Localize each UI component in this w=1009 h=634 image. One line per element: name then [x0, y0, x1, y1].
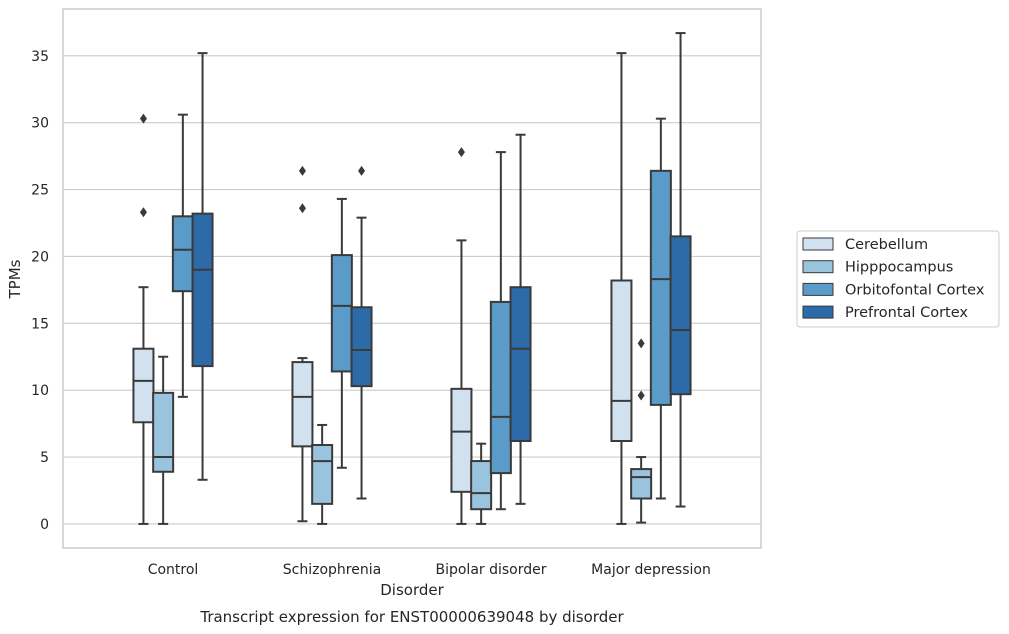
box-cerebellum [132, 113, 155, 525]
box-body [291, 361, 314, 448]
box-body [509, 286, 532, 443]
outlier-point [298, 165, 306, 176]
y-tick-label: 5 [40, 450, 49, 466]
box-body [171, 215, 194, 293]
box-orbitofontal-cortex [489, 151, 512, 511]
legend-swatch [802, 260, 834, 274]
box-prefrontal-cortex [350, 165, 373, 500]
outlier-point [139, 113, 147, 124]
box-plot-area [132, 32, 692, 525]
box-body [191, 212, 214, 368]
legend-label: Prefrontal Cortex [845, 305, 968, 321]
y-tick-label: 35 [31, 49, 49, 65]
outlier-point [637, 390, 645, 401]
outlier-point [637, 338, 645, 349]
legend: Cerebellum Hipppocampus Orbitofontal Corte… [796, 230, 1000, 328]
x-axis-label: Disorder [380, 581, 444, 599]
y-tick-label: 0 [40, 517, 49, 533]
y-axis-ticks: 0 5 10 15 20 25 30 35 [31, 49, 49, 533]
legend-frame [796, 230, 1000, 328]
x-tick-label: Control [148, 562, 199, 578]
box-cerebellum [610, 52, 633, 525]
box-body [330, 254, 353, 373]
box-orbitofontal-cortex [171, 113, 194, 398]
outlier-point [457, 147, 465, 158]
box-hipppocampus [311, 423, 334, 525]
box-cerebellum [450, 147, 473, 525]
box-body [450, 387, 473, 493]
legend-label: Cerebellum [845, 237, 928, 253]
box-body [669, 235, 692, 396]
legend-swatch [802, 305, 834, 319]
legend-swatch [802, 282, 834, 296]
y-axis-label: TPMs [6, 259, 24, 299]
outlier-point [139, 207, 147, 218]
outlier-point [298, 203, 306, 214]
box-body [350, 306, 373, 388]
y-tick-label: 10 [31, 383, 49, 399]
box-hipppocampus [630, 338, 653, 524]
x-axis-ticks: Control Schizophrenia Bipolar disorder Majo… [148, 562, 711, 578]
box-cerebellum [291, 165, 314, 523]
chart-caption: Transcript expression for ENST0000063904… [199, 608, 624, 626]
y-tick-label: 25 [31, 183, 49, 199]
legend-label: Hipppocampus [845, 260, 953, 276]
box-body [649, 169, 672, 406]
box-prefrontal-cortex [509, 133, 532, 505]
x-tick-label: Schizophrenia [283, 562, 381, 578]
x-tick-label: Major depression [591, 562, 711, 578]
box-hipppocampus [152, 355, 175, 525]
y-tick-label: 30 [31, 116, 49, 132]
legend-label: Orbitofontal Cortex [845, 282, 985, 298]
box-body [630, 468, 653, 500]
outlier-point [358, 165, 366, 176]
box-body [311, 444, 334, 505]
box-prefrontal-cortex [191, 52, 214, 481]
box-body [610, 279, 633, 443]
box-body [132, 347, 155, 424]
box-orbitofontal-cortex [649, 117, 672, 500]
box-body [489, 300, 512, 475]
box-hipppocampus [470, 442, 493, 525]
y-tick-label: 15 [31, 316, 49, 332]
box-body [470, 460, 493, 511]
x-tick-label: Bipolar disorder [435, 562, 546, 578]
y-tick-label: 20 [31, 249, 49, 265]
plot-frame [62, 8, 762, 549]
box-orbitofontal-cortex [330, 197, 353, 469]
box-body [152, 391, 175, 473]
box-prefrontal-cortex [669, 32, 692, 508]
legend-swatch [802, 237, 834, 251]
